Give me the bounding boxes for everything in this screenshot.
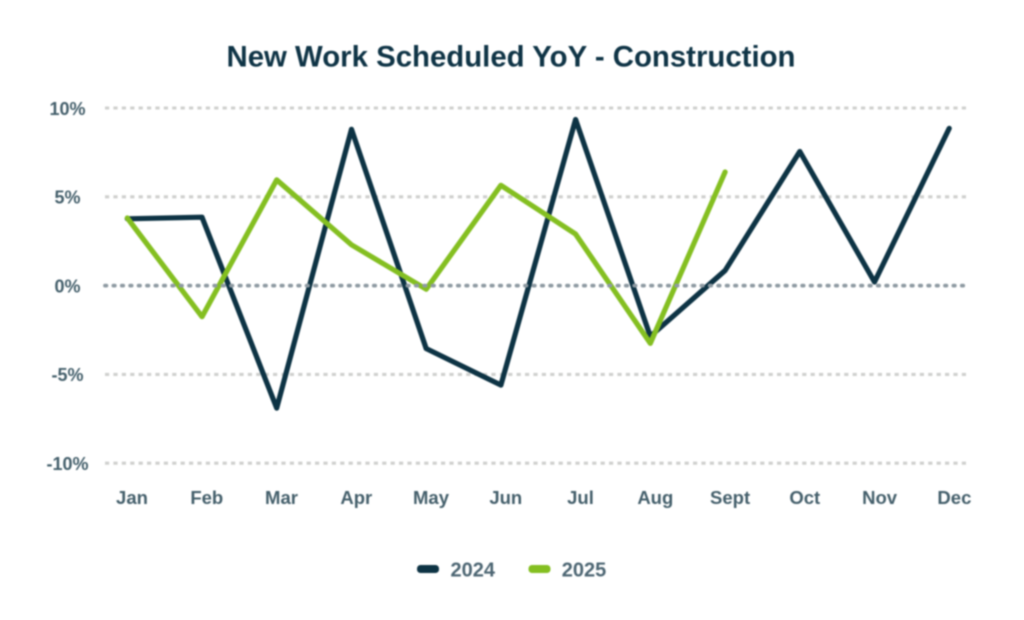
- svg-text:-5%: -5%: [51, 365, 83, 385]
- svg-text:2025: 2025: [562, 558, 607, 581]
- svg-text:-10%: -10%: [46, 454, 88, 474]
- svg-text:Jul: Jul: [567, 487, 594, 508]
- svg-text:Nov: Nov: [862, 487, 898, 508]
- svg-text:Apr: Apr: [340, 487, 372, 508]
- svg-text:Feb: Feb: [190, 487, 223, 508]
- svg-text:2024: 2024: [451, 558, 496, 581]
- svg-text:Dec: Dec: [937, 487, 971, 508]
- svg-text:0%: 0%: [54, 276, 80, 296]
- svg-text:Jan: Jan: [116, 487, 148, 508]
- svg-text:Jun: Jun: [489, 487, 522, 508]
- svg-text:New Work Scheduled YoY - Const: New Work Scheduled YoY - Construction: [227, 41, 796, 74]
- svg-text:5%: 5%: [54, 188, 80, 208]
- svg-text:10%: 10%: [49, 99, 85, 119]
- svg-text:Mar: Mar: [265, 487, 298, 508]
- svg-text:Aug: Aug: [637, 487, 673, 508]
- svg-text:Sept: Sept: [710, 487, 750, 508]
- svg-text:Oct: Oct: [789, 487, 820, 508]
- svg-text:May: May: [413, 487, 450, 508]
